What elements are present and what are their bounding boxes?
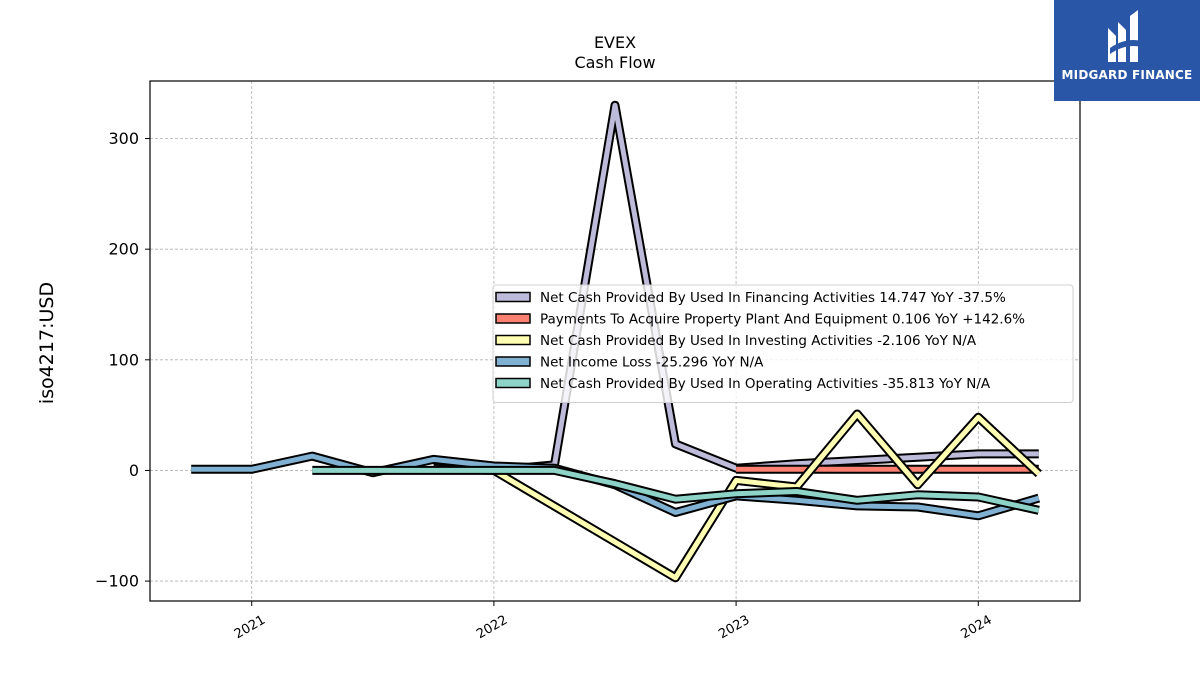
series-layer <box>191 100 1042 583</box>
y-axis-label: iso4217:USD <box>36 282 58 404</box>
legend: Net Cash Provided By Used In Financing A… <box>492 284 1074 403</box>
legend-label: Net Income Loss -25.296 YoY N/A <box>540 355 764 371</box>
chart-subtitle: Cash Flow <box>574 53 655 72</box>
legend-box <box>492 284 1074 403</box>
x-tick-label: 2024 <box>958 613 994 643</box>
chart-title: EVEX <box>594 33 636 52</box>
y-tick-label: −100 <box>95 572 139 591</box>
brand-logo: MIDGARD FINANCE <box>1054 0 1200 101</box>
x-tick-label: 2023 <box>716 613 752 643</box>
legend-swatch <box>495 291 531 303</box>
y-tick-label: 0 <box>129 461 139 480</box>
legend-label: Net Cash Provided By Used In Operating A… <box>540 376 991 392</box>
legend-label: Net Cash Provided By Used In Investing A… <box>540 333 977 349</box>
plot-frame <box>149 80 1081 602</box>
series-line <box>312 467 1040 513</box>
series-4 <box>312 465 1040 515</box>
midgard-logo-icon <box>1108 10 1146 62</box>
legend-swatch <box>495 377 531 389</box>
legend-swatch <box>495 334 531 346</box>
y-tick-label: 100 <box>108 350 139 369</box>
series-line <box>492 411 1041 581</box>
y-tick-label: 300 <box>108 129 139 148</box>
x-tick-label: 2021 <box>232 613 268 643</box>
legend-swatch <box>495 356 531 367</box>
series-2 <box>491 409 1042 583</box>
x-tick-label: 2022 <box>474 613 510 643</box>
legend-label: Net Cash Provided By Used In Financing A… <box>540 290 1006 306</box>
legend-label: Payments To Acquire Property Plant And E… <box>540 312 1025 328</box>
y-tick-label: 200 <box>108 240 139 259</box>
brand-name: MIDGARD FINANCE <box>1061 68 1193 82</box>
legend-swatch <box>495 313 531 324</box>
